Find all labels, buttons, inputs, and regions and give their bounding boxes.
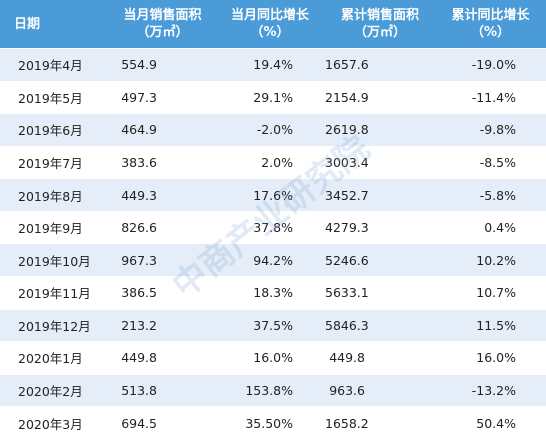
table-cell: -13.2%: [471, 383, 516, 399]
header-row: 日期 当月销售面积 （万㎡） 当月同比增长 （%） 累计销售面积 （万㎡） 累计同比增长 （%）: [0, 0, 546, 48]
table-row: 2019年12月 213.2 37.5% 5846.3 11.5%: [0, 308, 546, 342]
table-cell: 18.3%: [253, 285, 293, 301]
table-cell: 2019年8月: [18, 188, 83, 204]
table-cell: 2019年7月: [18, 156, 83, 172]
header-unit: （万㎡）: [136, 25, 189, 40]
table-cell: 19.4%: [253, 57, 293, 73]
header-unit: （万㎡）: [353, 25, 406, 40]
table-cell: -5.8%: [479, 187, 516, 203]
table-cell: -9.8%: [479, 122, 516, 138]
header-cell: 当月销售面积 （万㎡）: [110, 0, 215, 48]
header-cell: 日期: [0, 0, 110, 48]
table-cell: 2019年11月: [18, 286, 91, 302]
table-cell: -8.5%: [479, 155, 516, 171]
table-cell: 554.9: [121, 57, 157, 73]
header-title: 当月销售面积: [123, 8, 202, 23]
table-row: 2020年3月 694.5 35.50% 1658.2 50.4%: [0, 406, 546, 439]
table-cell: -19.0%: [471, 57, 516, 73]
header-cell: 累计同比增长 （%）: [435, 0, 546, 48]
header-title: 累计销售面积: [340, 8, 419, 23]
header-cell: 当月同比增长 （%）: [215, 0, 325, 48]
table-cell: 967.3: [121, 252, 157, 268]
table-cell: 3003.4: [325, 155, 369, 171]
table-cell: 50.4%: [476, 415, 516, 431]
table-cell: 2019年6月: [18, 123, 83, 139]
table-cell: 694.5: [121, 415, 157, 431]
table-cell: 963.6: [329, 383, 365, 399]
table-cell: 449.3: [121, 187, 157, 203]
table-cell: 10.7%: [476, 285, 516, 301]
header-title: 日期: [14, 16, 41, 32]
table-cell: 37.8%: [253, 220, 293, 236]
table-cell: 464.9: [121, 122, 157, 138]
table-cell: 2020年1月: [18, 351, 83, 367]
table-row: 2019年8月 449.3 17.6% 3452.7 -5.8%: [0, 178, 546, 211]
table-row: 2020年2月 513.8 153.8% 963.6 -13.2%: [0, 373, 546, 407]
table-cell: -2.0%: [256, 122, 293, 138]
table-row: 2019年11月 386.5 18.3% 5633.1 10.7%: [0, 276, 546, 309]
table-cell: 29.1%: [253, 89, 293, 105]
table-cell: 5633.1: [325, 285, 369, 301]
table-row: 2019年9月 826.6 37.8% 4279.3 0.4%: [0, 210, 546, 244]
table-row: 2019年6月 464.9 -2.0% 2619.8 -9.8%: [0, 113, 546, 146]
table-cell: 2019年5月: [18, 90, 83, 106]
table-cell: 1658.2: [325, 415, 369, 431]
table-row: 2019年10月 967.3 94.2% 5246.6 10.2%: [0, 243, 546, 277]
table-cell: 10.2%: [476, 252, 516, 268]
header-unit: （%）: [250, 25, 290, 40]
table-cell: 37.5%: [253, 317, 293, 333]
table-cell: 2020年2月: [18, 384, 83, 400]
table-row: 2020年1月 449.8 16.0% 449.8 16.0%: [0, 341, 546, 374]
table-cell: 2019年10月: [18, 253, 91, 269]
table-cell: 1657.6: [325, 57, 369, 73]
table-cell: 5846.3: [325, 317, 369, 333]
table-cell: 153.8%: [245, 383, 293, 399]
table-cell: 826.6: [121, 220, 157, 236]
table-cell: 2020年3月: [18, 416, 83, 432]
table-row: 2019年7月 383.6 2.0% 3003.4 -8.5%: [0, 145, 546, 179]
header-title: 当月同比增长: [230, 8, 309, 23]
table-cell: 35.50%: [245, 415, 293, 431]
table-cell: -11.4%: [471, 89, 516, 105]
table-cell: 17.6%: [253, 187, 293, 203]
table-cell: 2154.9: [325, 89, 369, 105]
table-cell: 2019年9月: [18, 221, 83, 237]
table-cell: 16.0%: [476, 350, 516, 366]
table-cell: 2.0%: [261, 155, 293, 171]
table-row: 2019年5月 497.3 29.1% 2154.9 -11.4%: [0, 80, 546, 114]
table-cell: 4279.3: [325, 220, 369, 236]
table-cell: 213.2: [121, 317, 157, 333]
table-cell: 449.8: [329, 350, 365, 366]
table-cell: 449.8: [121, 350, 157, 366]
table-cell: 383.6: [121, 155, 157, 171]
table-cell: 2019年4月: [18, 58, 83, 74]
table-cell: 497.3: [121, 89, 157, 105]
table-cell: 5246.6: [325, 252, 369, 268]
table-cell: 2019年12月: [18, 318, 91, 334]
header-unit: （%）: [470, 25, 511, 40]
table-cell: 11.5%: [476, 317, 516, 333]
table-cell: 94.2%: [253, 252, 293, 268]
table-cell: 3452.7: [325, 187, 369, 203]
table-cell: 0.4%: [484, 220, 516, 236]
header-title: 累计同比增长: [451, 8, 530, 23]
table-row: 2019年4月 554.9 19.4% 1657.6 -19.0%: [0, 48, 546, 81]
table-cell: 513.8: [121, 383, 157, 399]
table-cell: 386.5: [121, 285, 157, 301]
table-cell: 16.0%: [253, 350, 293, 366]
header-cell: 累计销售面积 （万㎡）: [325, 0, 435, 48]
table-cell: 2619.8: [325, 122, 369, 138]
